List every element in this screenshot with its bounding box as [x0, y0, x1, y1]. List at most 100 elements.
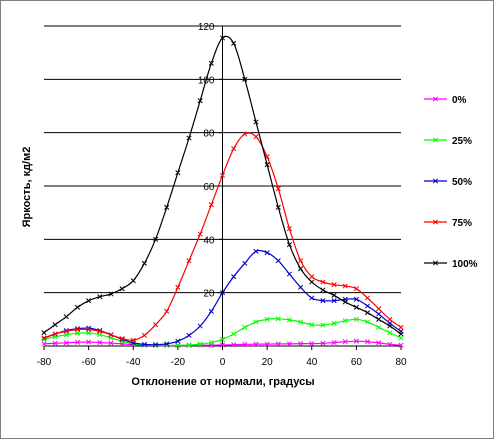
data-point [320, 279, 326, 285]
data-point [253, 134, 259, 140]
y-tick-label: 60 [203, 182, 215, 193]
data-point [342, 283, 348, 289]
data-point [63, 340, 69, 346]
data-point [376, 306, 382, 312]
data-point [108, 340, 114, 346]
legend-marker [432, 96, 439, 102]
data-point [398, 342, 404, 348]
legend-label: 75% [452, 218, 472, 229]
data-point [242, 324, 248, 330]
data-point [264, 250, 270, 256]
data-point [286, 341, 292, 347]
data-point [130, 337, 136, 343]
data-point [320, 340, 326, 346]
data-point [153, 342, 159, 348]
data-point [74, 339, 81, 345]
data-point [153, 236, 159, 242]
data-point [298, 266, 304, 272]
x-tick-label: 40 [306, 357, 318, 368]
x-tick-label: -80 [37, 357, 52, 368]
data-point [353, 304, 359, 310]
data-point [264, 341, 270, 347]
data-point [331, 292, 337, 298]
data-point [175, 284, 181, 290]
data-point [242, 131, 248, 137]
data-point [264, 162, 270, 168]
legend-marker [432, 219, 439, 225]
data-point [208, 339, 214, 346]
x-tick-label: 80 [395, 357, 407, 368]
data-point [52, 340, 58, 346]
data-point [298, 284, 304, 290]
data-point [309, 322, 315, 328]
data-point [231, 331, 237, 337]
data-point [219, 172, 226, 178]
legend-entry: 0% [424, 95, 467, 106]
data-point [275, 258, 281, 264]
legend-label: 100% [452, 259, 478, 270]
data-point [331, 339, 337, 346]
legend-label: 25% [452, 136, 472, 147]
data-point [231, 274, 237, 280]
data-point [208, 60, 214, 66]
data-point [219, 342, 226, 348]
data-point [286, 226, 292, 232]
data-point [130, 278, 136, 284]
data-point [52, 331, 58, 337]
data-point [387, 316, 393, 322]
data-point [41, 330, 47, 336]
data-point [186, 342, 192, 348]
data-point [141, 341, 147, 347]
y-tick-label: 80 [203, 129, 215, 140]
data-point [331, 282, 337, 288]
data-point [286, 242, 292, 248]
data-point [52, 322, 58, 328]
data-point [298, 341, 304, 347]
data-point [208, 308, 214, 314]
legend-entry: 50% [424, 177, 472, 188]
data-point [197, 231, 203, 237]
data-point [119, 335, 125, 342]
data-point [74, 304, 81, 310]
data-point [186, 258, 192, 264]
data-point [97, 294, 103, 300]
data-point [231, 342, 237, 348]
data-point [186, 332, 192, 338]
x-tick-label: 60 [351, 357, 363, 368]
data-point [364, 319, 371, 325]
data-point [97, 339, 103, 346]
data-point [275, 186, 281, 192]
data-point [320, 322, 326, 328]
data-point [376, 324, 382, 330]
data-point [320, 287, 326, 293]
data-point [86, 326, 92, 333]
data-point [376, 316, 382, 322]
data-point [398, 335, 404, 341]
data-point [63, 328, 69, 334]
data-point [74, 326, 81, 333]
data-point [309, 341, 315, 347]
legend-entry: 100% [424, 259, 478, 270]
data-point [164, 308, 170, 314]
data-point [175, 170, 181, 176]
data-point [320, 298, 326, 304]
series-4 [41, 35, 404, 337]
data-point [231, 146, 237, 152]
data-point [197, 98, 203, 104]
data-point [309, 295, 315, 301]
data-point [387, 330, 393, 336]
data-point [219, 35, 226, 41]
data-point [153, 322, 159, 328]
x-axis-title: Отклонение от нормали, градусы [131, 376, 314, 388]
data-point [197, 323, 203, 329]
data-point [175, 342, 181, 348]
data-point [298, 258, 304, 264]
y-tick-label: 40 [203, 235, 215, 246]
data-point [86, 298, 92, 304]
data-point [141, 260, 147, 266]
y-tick-label: 20 [203, 289, 215, 300]
data-point [376, 311, 382, 317]
data-point [275, 204, 281, 210]
